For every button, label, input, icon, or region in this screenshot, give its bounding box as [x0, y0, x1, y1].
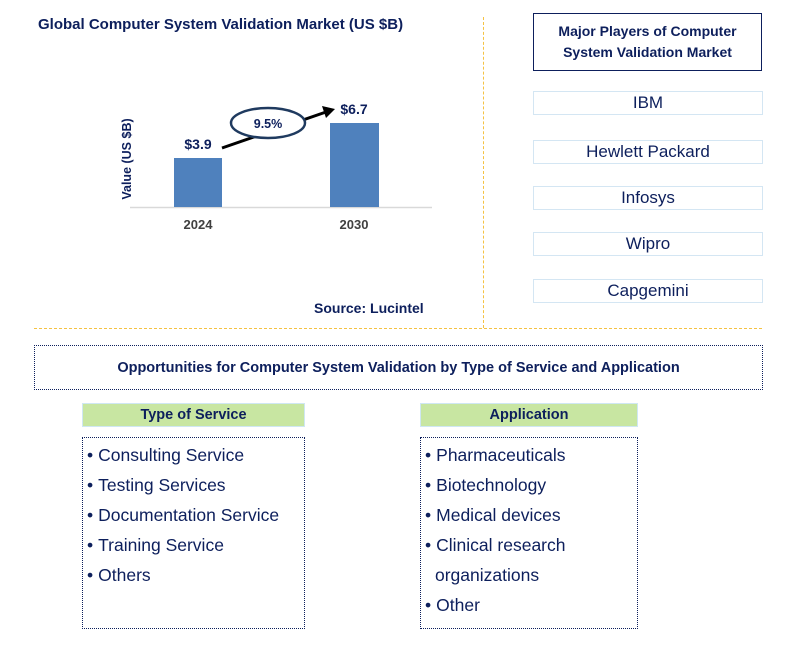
list-item: • Consulting Service	[87, 445, 245, 465]
x-tick-2024: 2024	[184, 217, 214, 232]
player-ibm: IBM	[533, 91, 763, 115]
bullet-icon: •	[425, 505, 432, 525]
player-wipro: Wipro	[533, 232, 763, 256]
bullet-icon: •	[425, 535, 432, 555]
list-item: • Others	[87, 565, 151, 585]
list-item: • Pharmaceuticals	[425, 445, 566, 465]
bullet-icon: •	[87, 505, 94, 525]
list-item: • Clinical research	[425, 535, 566, 555]
bullet-icon: •	[87, 445, 94, 465]
bullet-icon: •	[87, 565, 94, 585]
bar-2030	[330, 123, 379, 207]
list-item: • Medical devices	[425, 505, 561, 525]
bullet-icon: •	[425, 475, 432, 495]
y-axis-label: Value (US $B)	[120, 118, 134, 199]
major-players-title: Major Players of Computer System Validat…	[533, 13, 762, 71]
opportunities-title: Opportunities for Computer System Valida…	[34, 345, 763, 390]
source-label: Source: Lucintel	[314, 300, 424, 316]
player-capgemini: Capgemini	[533, 279, 763, 303]
list-item: • Training Service	[87, 535, 224, 555]
x-tick-2030: 2030	[340, 217, 369, 232]
vertical-divider	[483, 17, 484, 328]
bar-2024	[174, 158, 222, 207]
application-header: Application	[420, 403, 638, 427]
list-item: • Biotechnology	[425, 475, 547, 495]
player-infosys: Infosys	[533, 186, 763, 210]
bullet-icon: •	[87, 535, 94, 555]
player-hewlett-packard: Hewlett Packard	[533, 140, 763, 164]
bar-chart: 9.5% $3.9 $6.7 2024 2030 Value (US $B)	[120, 101, 432, 232]
cagr-ellipse	[229, 106, 307, 140]
value-label-2030: $6.7	[340, 101, 367, 117]
bullet-icon: •	[425, 595, 432, 615]
horizontal-divider	[34, 328, 762, 329]
type-of-service-header: Type of Service	[82, 403, 305, 427]
bullet-icon: •	[87, 475, 94, 495]
type-of-service-list: • Consulting Service • Testing Services • D…	[82, 437, 305, 629]
list-item: • Other	[425, 595, 480, 615]
value-label-2024: $3.9	[184, 136, 211, 152]
bullet-icon: •	[425, 445, 432, 465]
chart-title: Global Computer System Validation Market…	[38, 16, 404, 33]
list-item: • Testing Services	[87, 475, 226, 495]
cagr-label: 9.5%	[254, 117, 283, 131]
cagr-arrow-head-icon	[322, 106, 335, 118]
list-item: • Documentation Service	[87, 505, 280, 525]
list-item-continuation: organizations	[435, 565, 540, 585]
application-list: • Pharmaceuticals • Biotechnology • Medical…	[420, 437, 638, 629]
